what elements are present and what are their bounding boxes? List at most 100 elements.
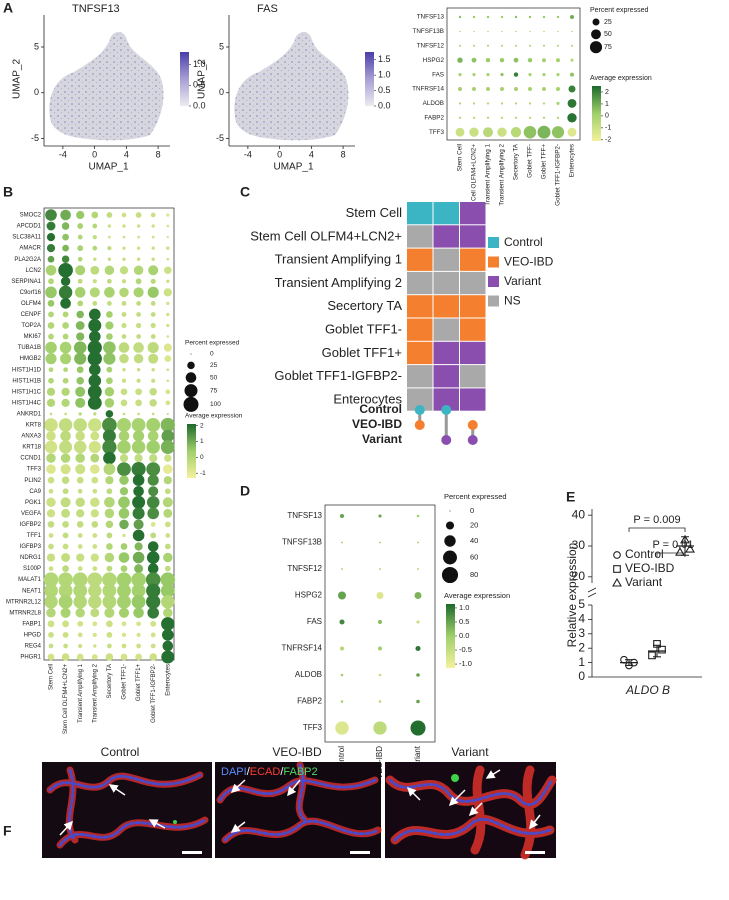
arrows [59, 769, 541, 836]
dot [486, 73, 490, 77]
y-tick-label: 5 [578, 597, 585, 611]
dot [107, 257, 112, 261]
dot [118, 607, 130, 618]
dot [102, 583, 117, 598]
point [620, 655, 628, 664]
dot [132, 529, 145, 542]
size-legend-label: 80 [470, 570, 478, 579]
dot [134, 564, 144, 574]
dot [45, 341, 57, 354]
dot [88, 363, 101, 376]
dot [104, 387, 115, 397]
dot [542, 58, 546, 63]
gene-label: ALDOB [423, 100, 444, 107]
dot [120, 543, 128, 550]
dot [105, 476, 114, 485]
dot [121, 301, 127, 306]
dot [104, 398, 115, 408]
umap-cells [49, 31, 164, 141]
gene-label: TNFSF12 [417, 42, 445, 49]
dot [147, 541, 159, 552]
dot [118, 496, 130, 509]
dot [556, 15, 560, 19]
dot [556, 73, 560, 77]
dot [136, 257, 141, 261]
dot [61, 508, 71, 518]
tile [407, 365, 433, 388]
gene-label: HIST1H1B [12, 378, 41, 384]
upset-dot [414, 405, 425, 415]
dot [60, 353, 72, 365]
dot [164, 355, 172, 363]
dot [77, 300, 84, 307]
dot [151, 412, 155, 416]
dot [542, 116, 546, 120]
dot [119, 475, 129, 485]
dot [335, 721, 349, 735]
dot [163, 288, 172, 297]
y-tick-label: 40 [572, 507, 586, 521]
dot [117, 594, 131, 609]
dot [104, 552, 115, 563]
dot [469, 127, 479, 137]
legend-label: NS [504, 294, 521, 308]
dot [164, 565, 171, 572]
group-label: Goblet TFF1+ [136, 664, 142, 702]
dot [151, 246, 155, 250]
dot [120, 565, 128, 572]
colorbar-label: 0.5 [459, 617, 469, 626]
colorbar-label: 0 [605, 113, 609, 120]
dot [88, 418, 102, 432]
dot [117, 440, 131, 454]
dot [49, 412, 53, 416]
gene-label: NEAT1 [22, 588, 42, 594]
dot [93, 257, 97, 261]
size-legend-label: 40 [470, 536, 478, 545]
dot [58, 594, 73, 609]
tile [407, 318, 433, 341]
dot [160, 583, 175, 598]
size-legend-dot [441, 566, 459, 584]
image-title: Control [101, 745, 140, 759]
dot [121, 212, 127, 218]
dot [88, 583, 102, 598]
colorbar-label: 1 [200, 438, 204, 445]
dot [571, 44, 573, 47]
dot [131, 572, 146, 587]
dot [48, 543, 54, 550]
dot [379, 568, 381, 570]
gene-label: FABP2 [297, 697, 322, 706]
upset-dot [467, 420, 478, 430]
stain-label: / [280, 766, 284, 778]
group-label: Goblet TFF1- [122, 664, 128, 700]
gene-label: HPGD [24, 632, 42, 638]
dot [102, 572, 117, 587]
dot [161, 650, 175, 664]
size-legend-dot [449, 510, 451, 512]
panel-label: B [3, 184, 13, 200]
dot [118, 552, 130, 563]
x-tick-label: 4 [124, 149, 129, 159]
colorbar-label: -1 [605, 125, 611, 132]
dot [136, 246, 141, 250]
dot [166, 257, 170, 261]
dot [122, 533, 126, 538]
legend-marker [613, 565, 621, 573]
colorbar-label: -2 [605, 137, 611, 144]
tile [433, 271, 459, 295]
dot [166, 412, 169, 415]
gene-label: C9orf16 [20, 290, 42, 296]
size-legend-dot [183, 396, 199, 412]
dot [472, 116, 476, 120]
dot [48, 278, 54, 285]
size-legend-dot [444, 535, 456, 547]
dot [119, 353, 129, 364]
dot [77, 620, 84, 627]
dot [75, 386, 86, 397]
dot [77, 278, 83, 284]
dot [137, 235, 140, 239]
dot [43, 572, 59, 587]
gene-label: AMACR [19, 246, 41, 252]
size-legend-title: Percent expressed [444, 492, 507, 501]
dot [133, 287, 144, 298]
